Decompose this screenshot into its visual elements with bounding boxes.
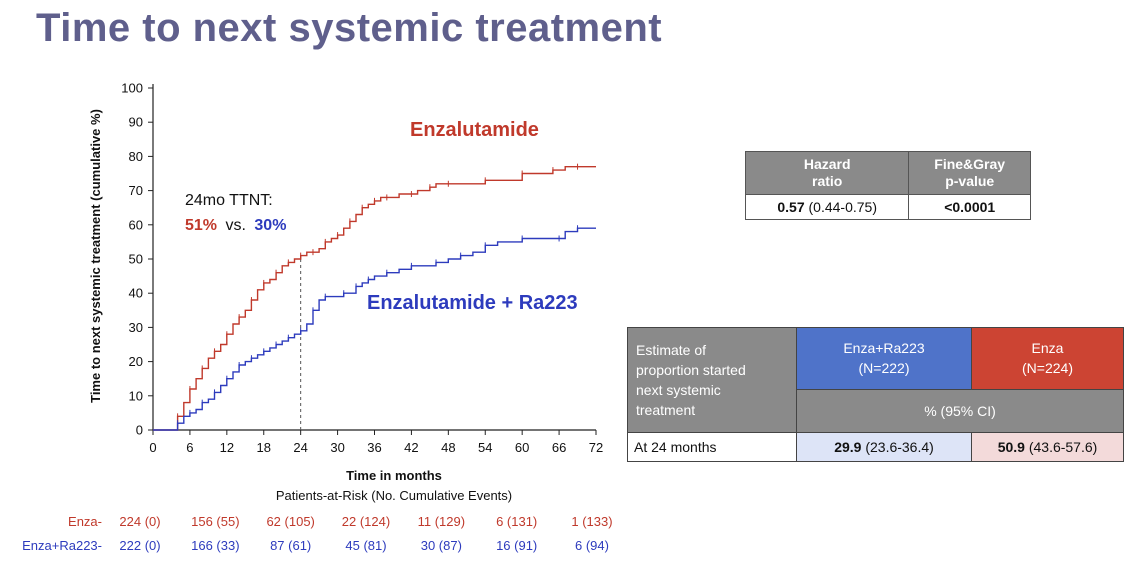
slide-title: Time to next systemic treatment — [36, 6, 663, 50]
axes: 0 6 12 18 24 30 36 42 48 54 60 66 72 0 10 20 30 40 50 60 70 8… — [121, 81, 603, 456]
y-tick-label: 100 — [121, 81, 143, 96]
at-risk-value: 11 (129) — [418, 514, 465, 529]
estimate-label-cell: Estimate of proportion started next syst… — [627, 327, 797, 433]
at-risk-value: 224 (0) — [119, 514, 160, 529]
x-tick-label: 30 — [330, 440, 344, 455]
series-line-enzara — [153, 227, 596, 431]
at-risk-title: Patients-at-Risk (No. Cumulative Events) — [276, 488, 512, 503]
at-risk-value: 6 (131) — [496, 514, 537, 529]
x-tick-label: 72 — [589, 440, 603, 455]
y-tick-label: 10 — [129, 388, 143, 403]
hazard-ratio-value: 0.57 (0.44-0.75) — [744, 194, 910, 220]
x-tick-label: 66 — [552, 440, 566, 455]
series-label-enzara: Enzalutamide + Ra223 — [367, 292, 578, 314]
y-tick-label: 60 — [129, 217, 143, 232]
at-risk-value: 16 (91) — [496, 538, 537, 553]
enza-ra223-estimate: 29.9 (23.6-36.4) — [796, 432, 972, 462]
x-tick-label: 60 — [515, 440, 529, 455]
x-axis-label: Time in months — [346, 468, 442, 483]
at-risk-value: 166 (33) — [191, 538, 239, 553]
annotation-values: 51% vs. 30% — [185, 217, 286, 234]
at-risk-table: Enza- 224 (0) 156 (55) 62 (105) 22 (124) 11 (… — [22, 514, 612, 553]
row-label-24-months: At 24 months — [627, 432, 797, 462]
ci-header: % (95% CI) — [796, 388, 1124, 434]
y-tick-label: 0 — [136, 423, 143, 438]
hazard-ratio-table: Hazard ratio Fine&Gray p-value 0.57 (0.44-… — [744, 151, 1031, 220]
x-tick-label: 0 — [149, 440, 156, 455]
at-risk-value: 1 (133) — [571, 514, 612, 529]
y-tick-label: 80 — [129, 149, 143, 164]
y-tick-label: 90 — [129, 115, 143, 130]
y-tick-label: 70 — [129, 183, 143, 198]
at-risk-value: 30 (87) — [421, 538, 462, 553]
y-tick-label: 40 — [129, 286, 143, 301]
at-risk-value: 62 (105) — [266, 514, 314, 529]
y-tick-label: 20 — [129, 354, 143, 369]
annotation-title: 24mo TTNT: — [185, 192, 273, 209]
at-risk-value: 87 (61) — [270, 538, 311, 553]
p-value-header: Fine&Gray p-value — [908, 151, 1031, 195]
at-risk-value: 45 (81) — [345, 538, 386, 553]
x-tick-label: 24 — [293, 440, 307, 455]
y-tick-label: 30 — [129, 320, 143, 335]
x-tick-label: 18 — [257, 440, 271, 455]
at-risk-row-label: Enza- — [68, 514, 102, 529]
x-tick-label: 48 — [441, 440, 455, 455]
x-tick-label: 36 — [367, 440, 381, 455]
x-tick-label: 42 — [404, 440, 418, 455]
enza-estimate: 50.9 (43.6-57.6) — [971, 432, 1124, 462]
enza-header: Enza (N=224) — [971, 327, 1124, 390]
p-value-value: <0.0001 — [908, 194, 1031, 220]
x-tick-label: 12 — [220, 440, 234, 455]
at-risk-value: 6 (94) — [575, 538, 609, 553]
series-label-enza: Enzalutamide — [410, 119, 539, 141]
x-tick-label: 54 — [478, 440, 492, 455]
at-risk-row-label: Enza+Ra223- — [22, 538, 102, 553]
series-lines — [153, 163, 596, 431]
y-tick-label: 50 — [129, 252, 143, 267]
hazard-ratio-header: Hazard ratio — [744, 151, 910, 195]
enza-ra223-header: Enza+Ra223 (N=222) — [796, 327, 972, 390]
annotation-vs: vs. — [225, 217, 245, 234]
x-tick-label: 6 — [186, 440, 193, 455]
annotation-pct-enzara: 30% — [254, 217, 286, 234]
at-risk-value: 156 (55) — [191, 514, 239, 529]
y-axis-label: Time to next systemic treatment (cumulat… — [88, 109, 103, 403]
at-risk-value: 22 (124) — [342, 514, 390, 529]
at-risk-value: 222 (0) — [119, 538, 160, 553]
estimate-table: Estimate of proportion started next syst… — [627, 327, 1124, 462]
annotation-pct-enza: 51% — [185, 217, 217, 234]
